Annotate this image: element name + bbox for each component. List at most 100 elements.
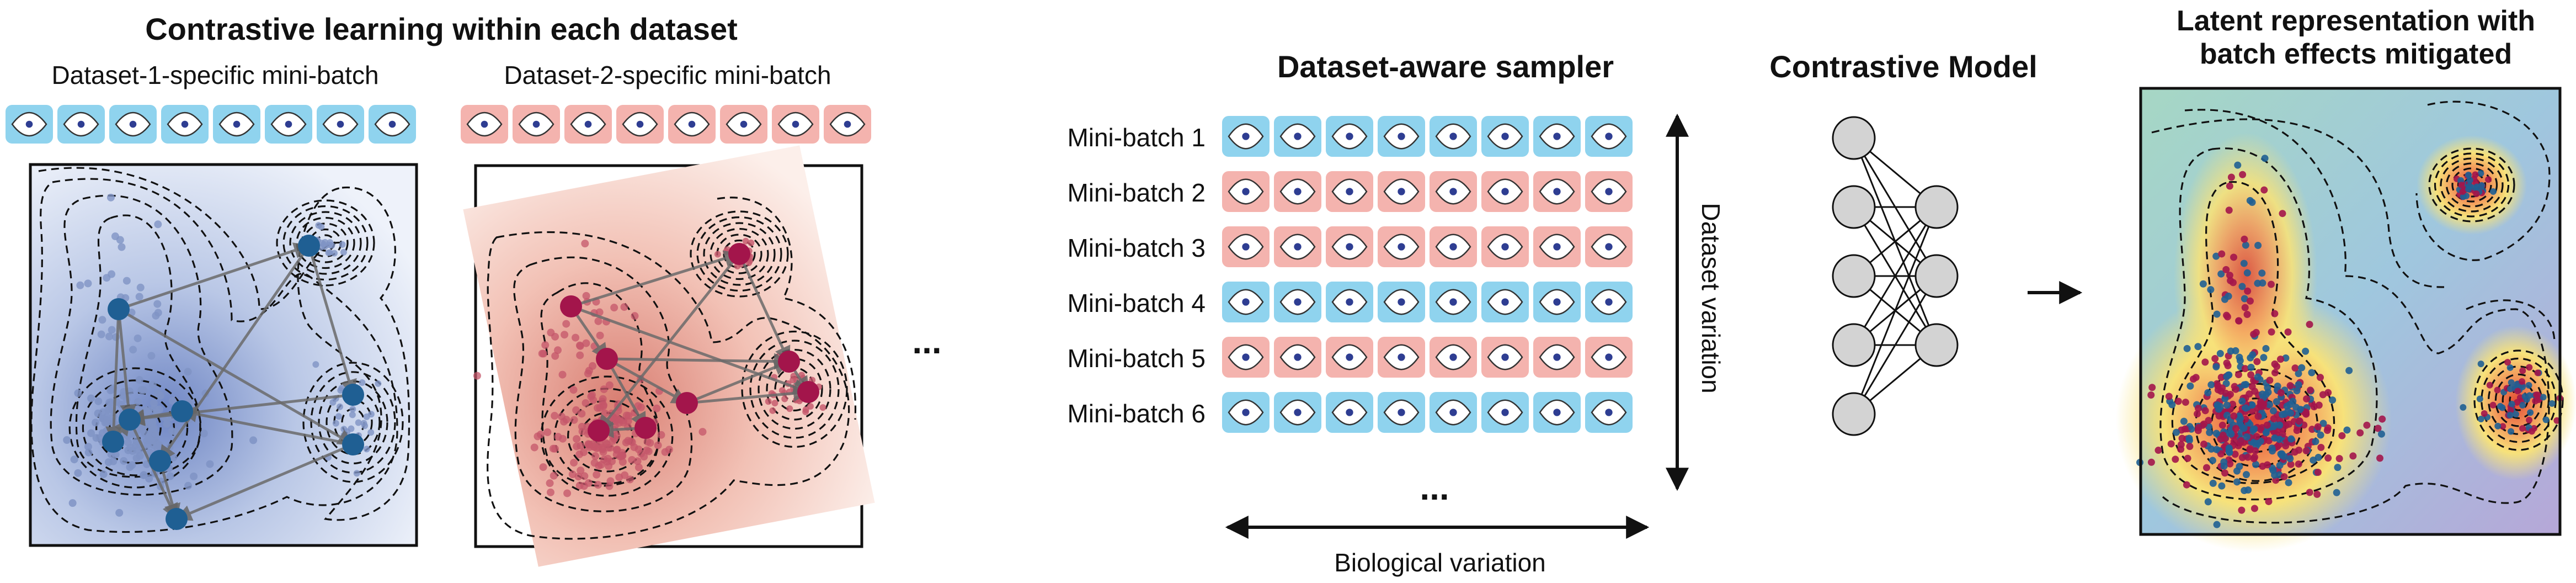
data-point: [600, 385, 608, 394]
anchor-node: [596, 348, 618, 370]
data-point: [147, 352, 156, 360]
data-point: [572, 333, 580, 342]
eye-cell-icon: [1274, 337, 1321, 378]
data-point: [2472, 171, 2479, 178]
eye-cell-icon: [1222, 226, 1270, 267]
data-point: [2240, 259, 2248, 267]
eye-cell-icon: [1378, 337, 1425, 378]
data-point: [2241, 381, 2248, 389]
data-point: [2244, 453, 2252, 461]
data-point: [2269, 447, 2276, 455]
data-point: [2213, 521, 2221, 528]
data-point: [2148, 384, 2156, 391]
data-point: [2199, 280, 2207, 288]
eye-cell-icon: [513, 105, 560, 144]
contrast-edge: [606, 353, 791, 370]
data-point: [135, 376, 143, 384]
eye-cell-icon: [1326, 282, 1373, 322]
data-point: [2248, 401, 2256, 409]
data-point: [2216, 403, 2224, 411]
data-point: [249, 436, 258, 444]
data-point: [534, 432, 542, 441]
data-point: [2526, 364, 2533, 371]
data-point: [2481, 410, 2488, 417]
data-point: [2259, 463, 2266, 470]
eye-cell-icon: [1481, 337, 1529, 378]
data-point: [576, 351, 584, 359]
data-point: [200, 430, 208, 438]
data-point: [2241, 295, 2248, 303]
latent-title-line1: Latent representation with: [2177, 5, 2535, 37]
data-point: [97, 330, 105, 338]
data-point: [2185, 434, 2193, 442]
dataset-aware-sampler: Dataset-aware sampler Mini-batch 1Mini-b…: [1067, 49, 1725, 577]
anchor-node: [119, 409, 141, 431]
data-point: [2295, 417, 2303, 425]
data-point: [546, 488, 554, 496]
data-point: [134, 334, 142, 342]
data-point: [94, 397, 103, 405]
model-title: Contrastive Model: [1769, 49, 2037, 84]
data-point: [646, 439, 654, 447]
data-point: [2302, 347, 2310, 355]
contrast-edge: [175, 443, 354, 521]
data-point: [2253, 433, 2260, 441]
data-point: [2356, 429, 2364, 437]
data-point: [2236, 353, 2243, 361]
data-point: [2243, 311, 2251, 319]
data-point: [2302, 410, 2310, 417]
data-point: [84, 448, 93, 457]
data-point: [634, 463, 643, 471]
data-point: [63, 436, 71, 444]
data-point: [742, 237, 749, 245]
data-point: [2295, 381, 2302, 389]
eye-cell-icon: [369, 105, 416, 144]
data-point: [2287, 460, 2295, 468]
data-point: [2528, 428, 2535, 435]
data-point: [2242, 241, 2249, 249]
data-point: [2267, 280, 2275, 288]
data-point: [546, 479, 554, 487]
dataset1-embedding-panel: [29, 163, 418, 547]
data-point: [2234, 161, 2242, 169]
eye-cell-icon: [317, 105, 364, 144]
sampler-row: Mini-batch 6: [1067, 392, 1633, 433]
sampler-title: Dataset-aware sampler: [1277, 49, 1614, 84]
data-point: [2202, 464, 2210, 471]
data-point: [2521, 393, 2529, 400]
data-point: [2270, 407, 2278, 415]
data-point: [786, 405, 793, 412]
eye-cell-icon: [1222, 171, 1270, 212]
data-point: [2233, 478, 2241, 486]
eye-cell-icon: [461, 105, 508, 144]
contrast-edge: [738, 253, 791, 363]
data-point: [582, 339, 590, 347]
data-point: [634, 402, 642, 410]
data-point: [190, 472, 198, 480]
data-point: [320, 241, 327, 248]
anchor-node: [634, 417, 657, 439]
data-point: [748, 239, 755, 246]
data-point: [606, 477, 615, 485]
data-point: [142, 406, 151, 415]
data-point: [2238, 506, 2246, 514]
data-point: [2147, 391, 2155, 399]
data-point: [2273, 363, 2281, 370]
data-point: [2363, 421, 2371, 429]
data-point: [2514, 388, 2521, 395]
data-point: [2181, 425, 2189, 433]
data-point: [332, 420, 339, 427]
data-point: [2186, 443, 2194, 451]
latent-points: [2136, 155, 2563, 528]
data-point: [769, 407, 776, 414]
data-point: [336, 403, 343, 410]
data-point: [2242, 471, 2250, 479]
data-point: [578, 410, 586, 418]
data-point: [2265, 497, 2273, 505]
data-point: [2201, 358, 2209, 366]
data-point: [622, 438, 630, 447]
eye-cell-icon: [57, 105, 105, 144]
data-point: [2514, 399, 2521, 406]
eye-cell-icon: [1274, 282, 1321, 322]
data-point: [363, 413, 370, 420]
